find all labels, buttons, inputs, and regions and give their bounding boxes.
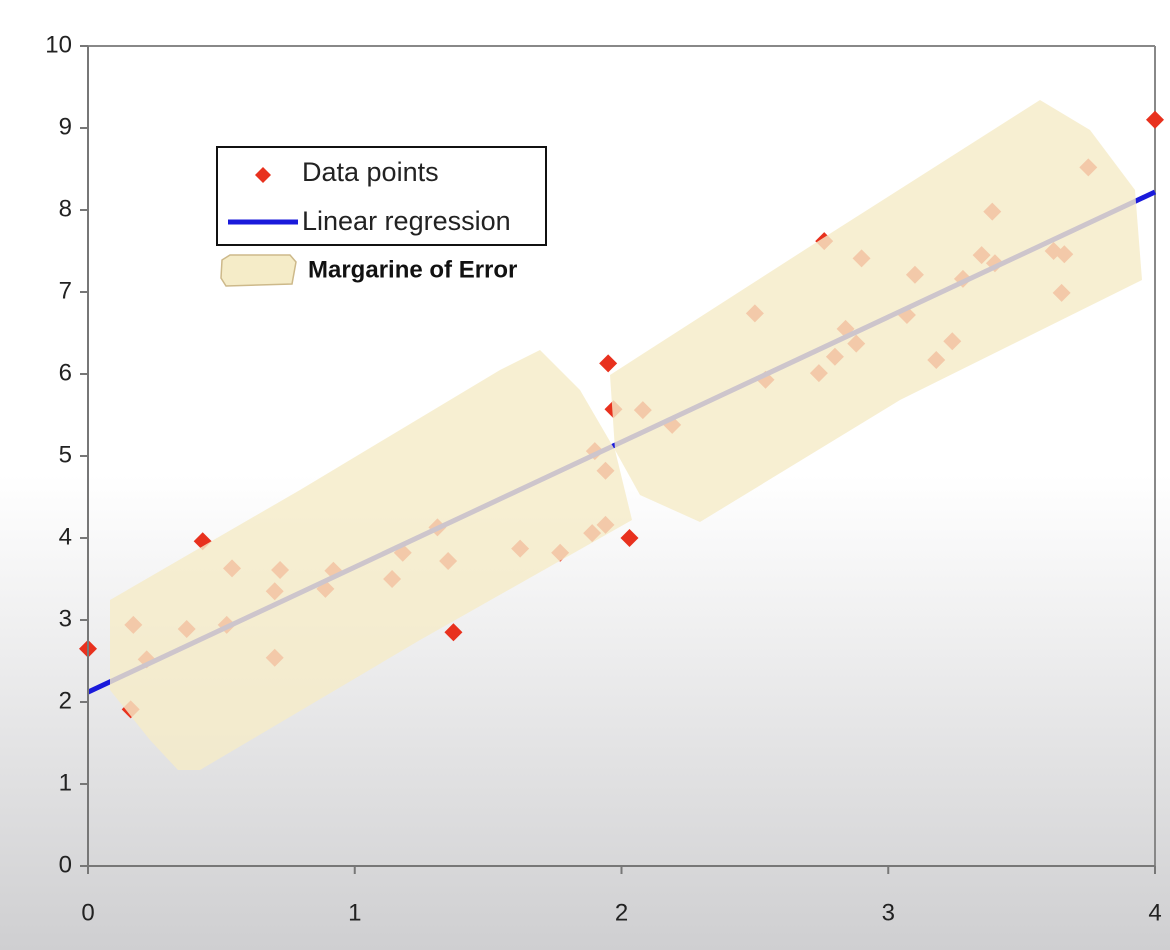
x-tick-label: 1 <box>348 899 361 926</box>
data-point <box>444 623 463 642</box>
x-tick-label: 3 <box>882 899 895 926</box>
margin-blocks <box>110 100 1142 770</box>
legend: Data points Linear regression Margarine … <box>216 146 547 287</box>
data-point <box>620 529 639 547</box>
y-tick-label: 3 <box>59 605 72 632</box>
y-tick-label: 10 <box>45 31 72 58</box>
y-tick-label: 1 <box>59 769 72 796</box>
legend-label: Margarine of Error <box>308 256 517 283</box>
legend-label: Linear regression <box>302 206 511 236</box>
y-tick-label: 0 <box>59 851 72 878</box>
butter-block <box>110 350 632 770</box>
y-tick-label: 4 <box>59 523 72 550</box>
data-point <box>1146 110 1164 129</box>
x-tick-label: 0 <box>81 899 94 926</box>
x-tick-label: 4 <box>1148 899 1161 926</box>
y-tick-label: 5 <box>59 441 72 468</box>
y-tick-label: 8 <box>59 195 72 222</box>
y-tick-label: 7 <box>59 277 72 304</box>
y-tick-label: 6 <box>59 359 72 386</box>
legend-label: Data points <box>302 157 439 187</box>
data-point <box>599 354 618 373</box>
legend-marker <box>255 167 271 183</box>
x-tick-label: 2 <box>615 899 628 926</box>
legend-box <box>216 146 547 246</box>
butter-block <box>610 100 1142 522</box>
legend-butter <box>220 254 297 287</box>
y-tick-label: 2 <box>59 687 72 714</box>
y-tick-label: 9 <box>59 113 72 140</box>
